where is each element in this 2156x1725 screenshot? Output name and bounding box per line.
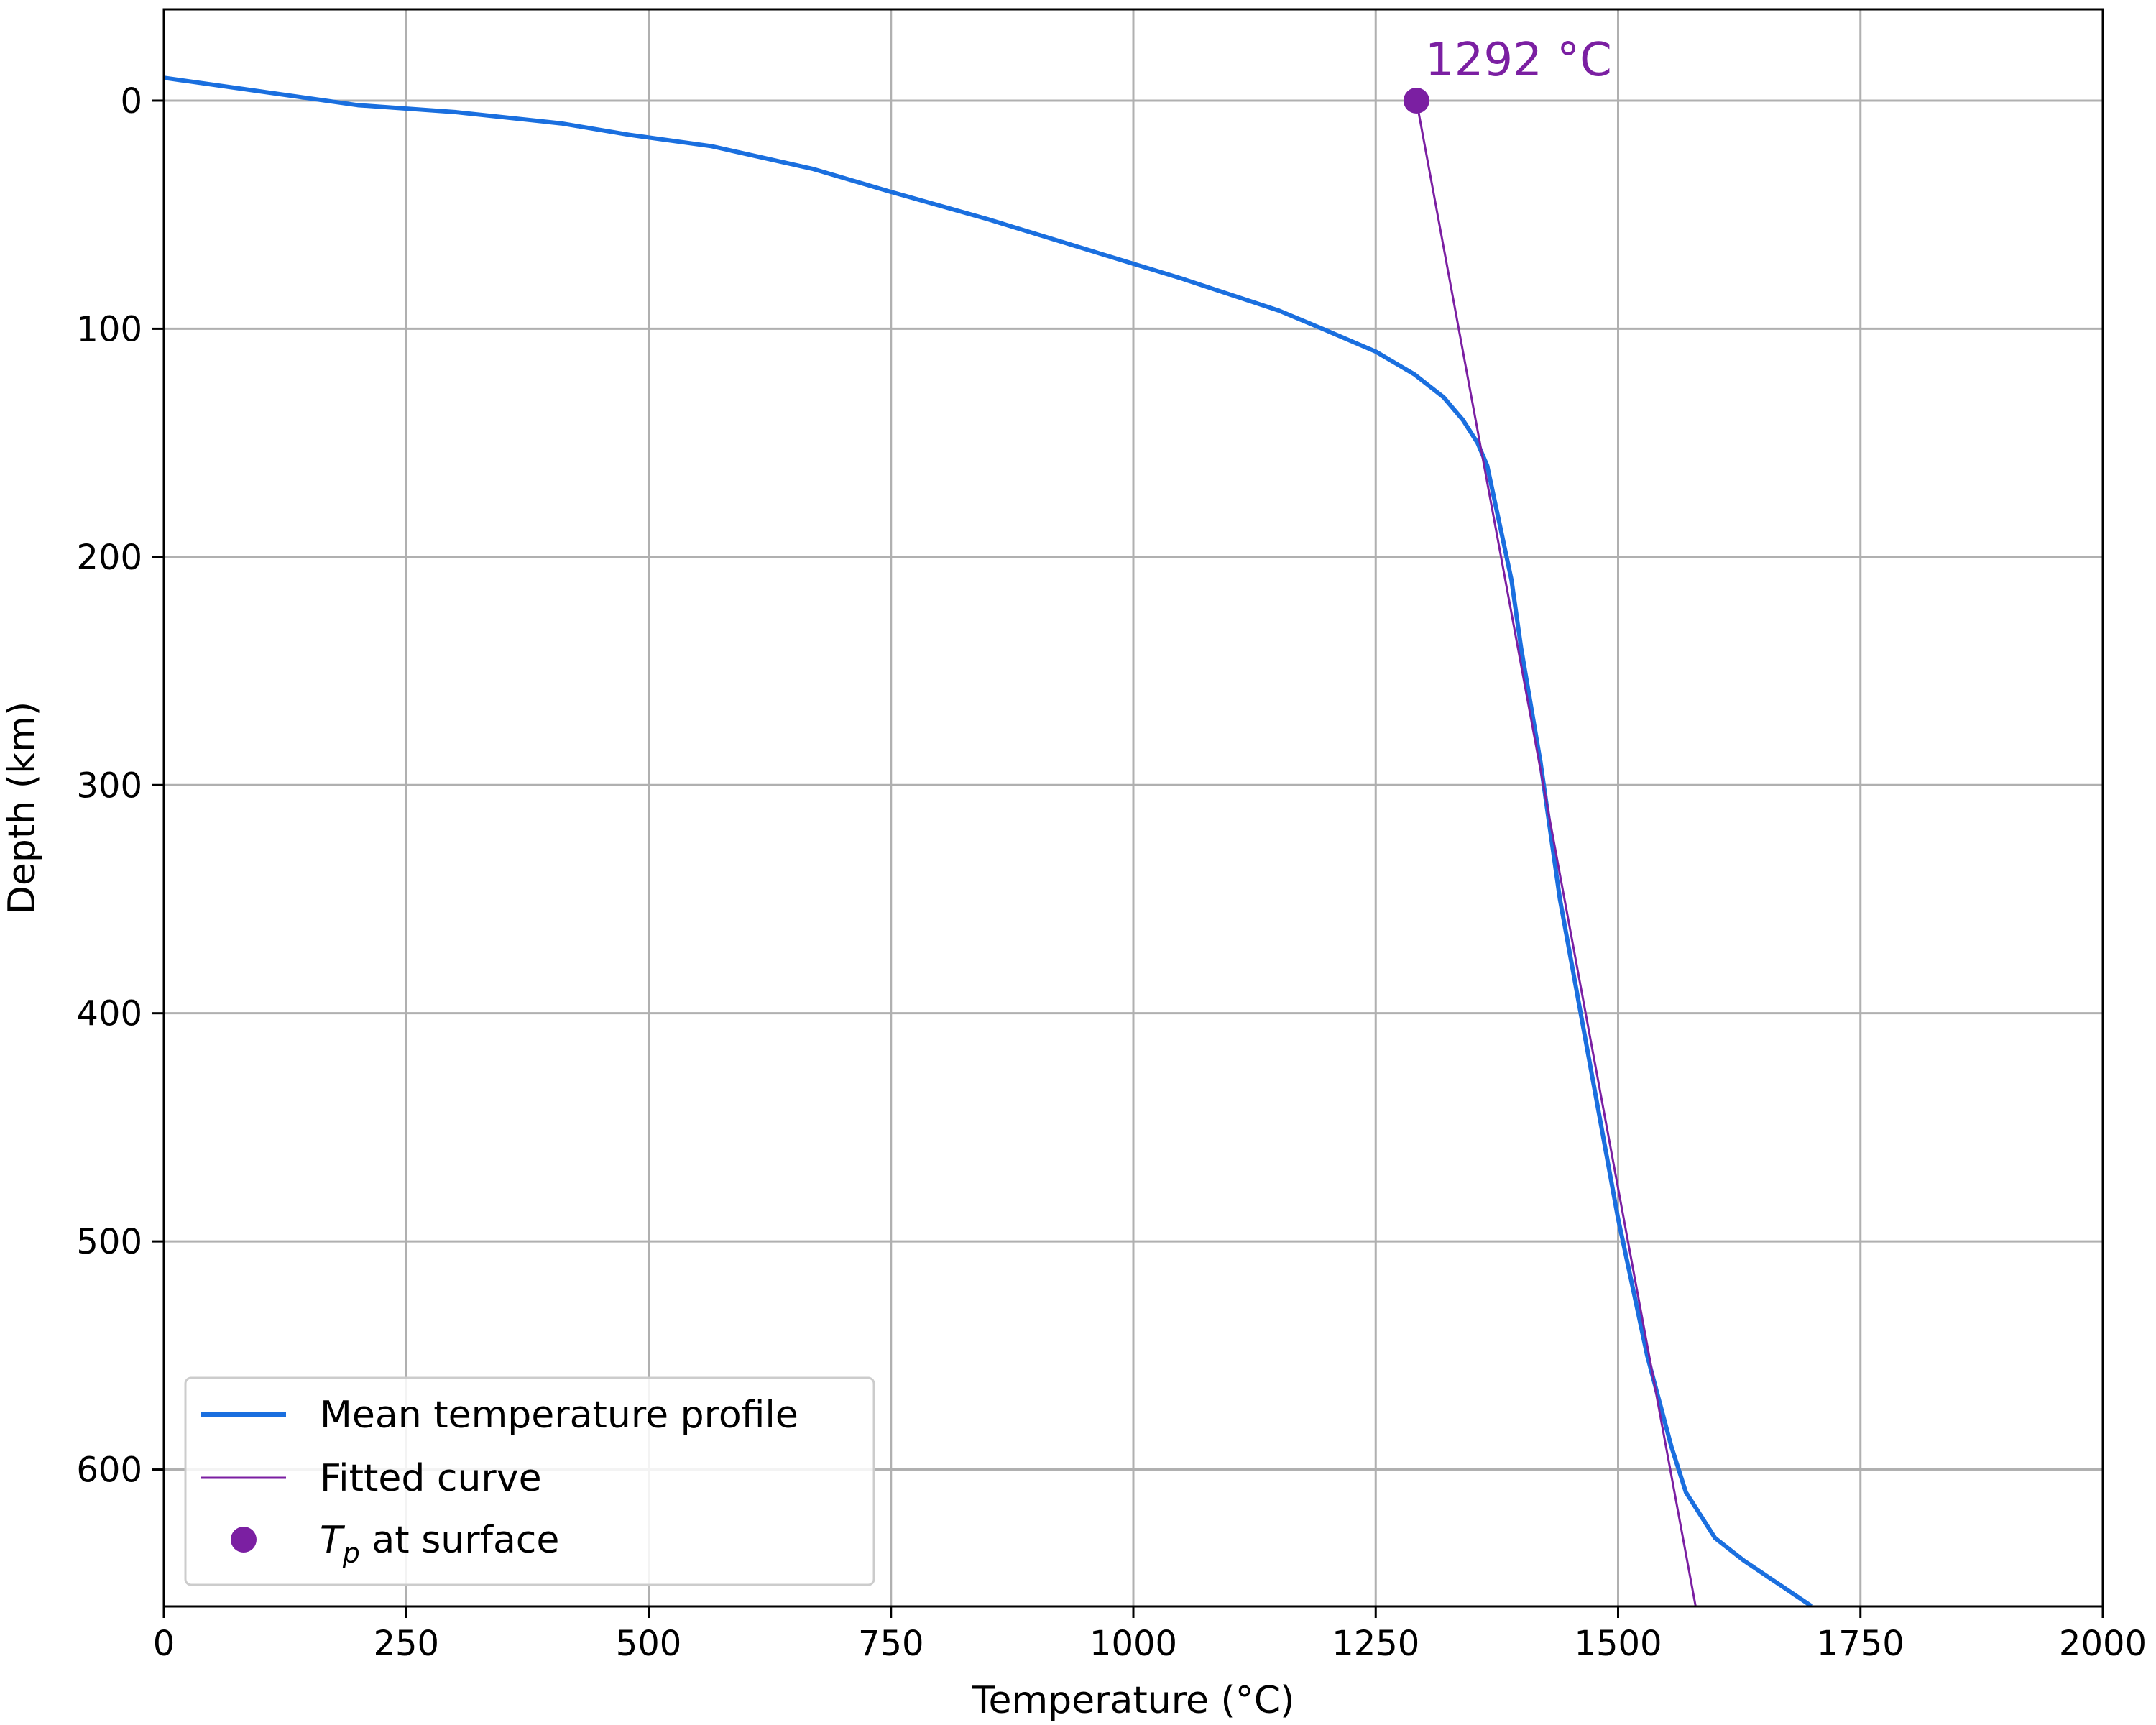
series-line-fitted-curve: [1415, 100, 1697, 1606]
axis-ticks: 0 250 500 750 1000 1250 1500 1750 2000 0 100 200 300…: [76, 81, 2147, 1664]
legend-label-mean: Mean temperature profile: [320, 1394, 798, 1437]
x-tick-label: 500: [616, 1624, 682, 1664]
legend-box: [184, 1376, 875, 1586]
series-line-mean-temperature-profile: [164, 75, 1813, 1606]
x-tick-label: 1500: [1574, 1624, 1662, 1664]
y-tick-label: 600: [76, 1450, 142, 1491]
y-tick-label: 400: [76, 994, 142, 1034]
x-tick-label: 0: [153, 1624, 175, 1664]
x-tick-label: 1000: [1089, 1624, 1177, 1664]
y-tick-label: 500: [76, 1222, 142, 1262]
x-tick-label: 2000: [2059, 1624, 2147, 1664]
x-tick-label: 250: [373, 1624, 439, 1664]
tp-annotation: 1292 °C: [1425, 34, 1612, 87]
y-tick-label: 100: [76, 309, 142, 349]
legend-label-fitted: Fitted curve: [320, 1457, 542, 1500]
y-tick-label: 0: [120, 81, 142, 121]
plot-series: [164, 75, 1813, 1606]
x-tick-label: 1750: [1817, 1624, 1904, 1664]
x-tick-label: 750: [858, 1624, 924, 1664]
y-axis-label: Depth (km): [1, 702, 44, 914]
legend-label-point: Tp at surface: [320, 1519, 559, 1569]
x-axis-label: Temperature (°C): [972, 1679, 1295, 1722]
legend-swatch-point: [231, 1527, 257, 1552]
legend: Mean temperature profile Fitted curve Tp a…: [184, 1376, 875, 1586]
x-tick-label: 1250: [1332, 1624, 1419, 1664]
y-tick-label: 300: [76, 765, 142, 806]
tp-surface-point: [1403, 87, 1429, 114]
y-tick-label: 200: [76, 538, 142, 578]
